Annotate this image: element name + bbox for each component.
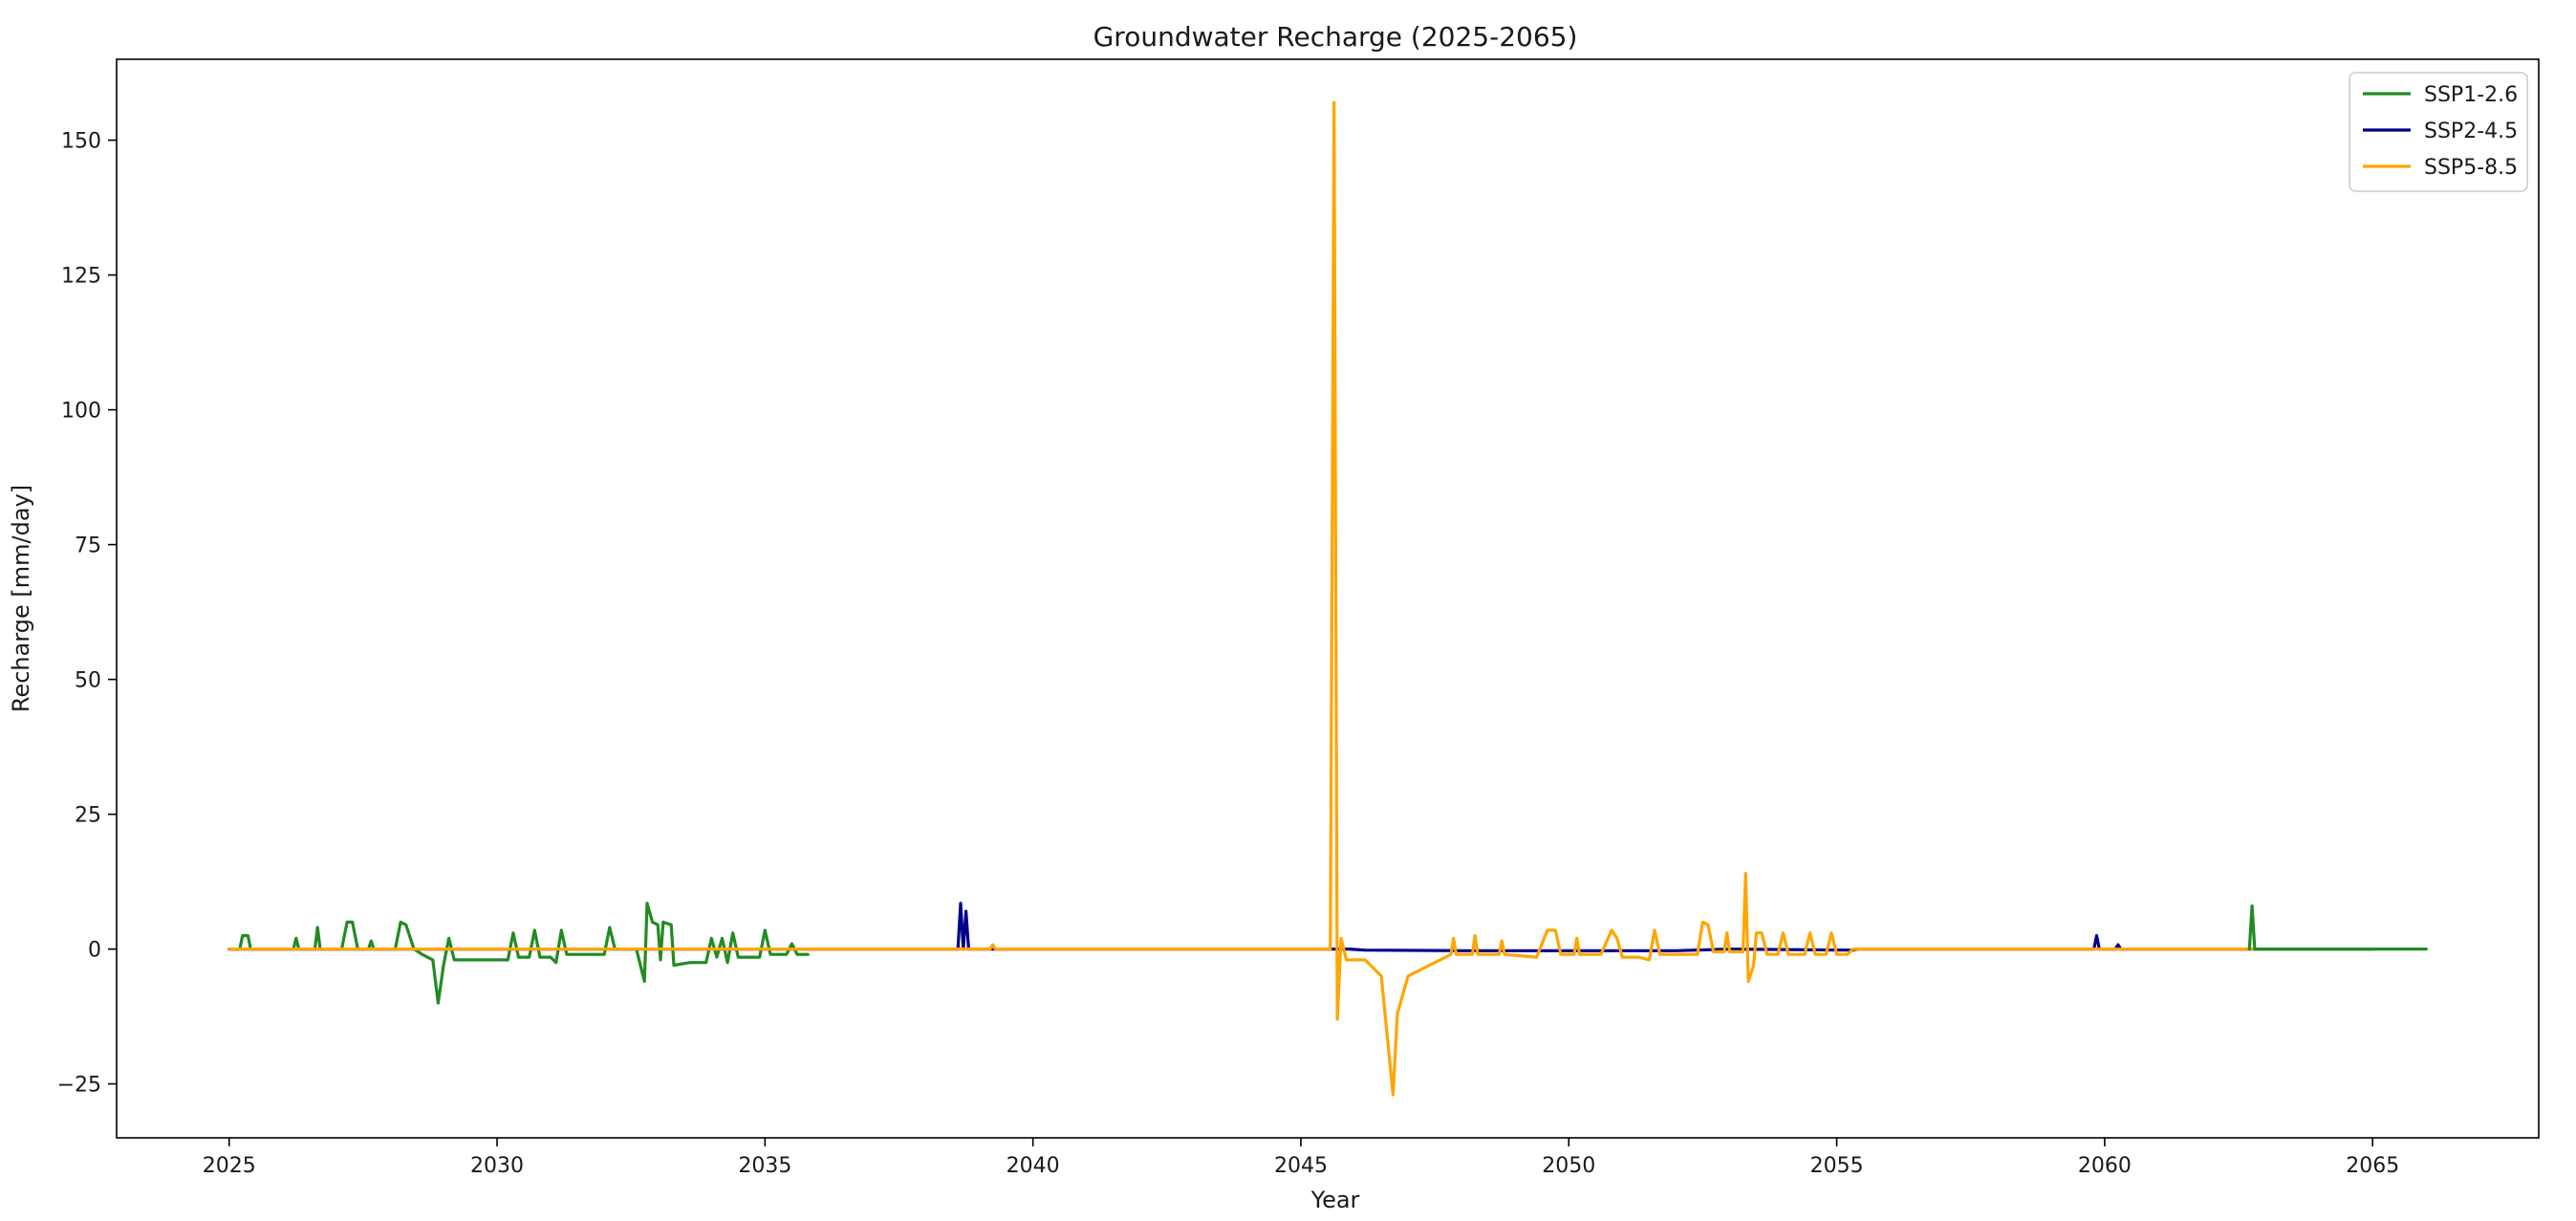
x-axis: 2025 2030 2035 2040 2045 2050 2055 2060 2065 (203, 1138, 2399, 1178)
y-tick-label: 75 (75, 534, 101, 558)
legend-label: SSP2-4.5 (2424, 120, 2518, 143)
series-group (227, 100, 2428, 1097)
chart-title: Groundwater Recharge (2025-2065) (1093, 21, 1578, 53)
x-axis-label: Year (1310, 1187, 1360, 1213)
x-tick-label: 2045 (1274, 1154, 1328, 1178)
plot-area (116, 58, 2540, 1139)
y-tick-label: 125 (61, 265, 101, 289)
y-tick-label: 150 (61, 130, 101, 154)
legend-label: SSP5-8.5 (2424, 156, 2518, 180)
x-tick-label: 2035 (738, 1154, 791, 1178)
plot-frame (116, 58, 2540, 1139)
legend: SSP1-2.6 SSP2-4.5 SSP5-8.5 (2349, 72, 2528, 192)
x-tick-label: 2060 (2078, 1154, 2132, 1178)
legend-label: SSP1-2.6 (2424, 83, 2518, 107)
x-tick-label: 2055 (1810, 1154, 1864, 1178)
x-tick-label: 2040 (1007, 1154, 1060, 1178)
y-tick-label: −25 (57, 1074, 101, 1098)
y-tick-label: 25 (75, 804, 101, 828)
series-line-3 (2247, 904, 2428, 951)
y-tick-label: 100 (61, 400, 101, 424)
x-tick-label: 2050 (1542, 1154, 1595, 1178)
y-axis-label: Recharge [mm/day] (8, 485, 34, 712)
y-axis: −25 0 25 50 75 100 125 150 (57, 130, 117, 1098)
x-tick-label: 2030 (470, 1154, 524, 1178)
x-tick-label: 2025 (203, 1154, 256, 1178)
series-line-2 (227, 100, 2374, 1097)
y-tick-label: 0 (88, 939, 101, 963)
y-tick-label: 50 (75, 669, 101, 693)
legend-box (2349, 72, 2528, 192)
x-tick-label: 2065 (2346, 1154, 2399, 1178)
